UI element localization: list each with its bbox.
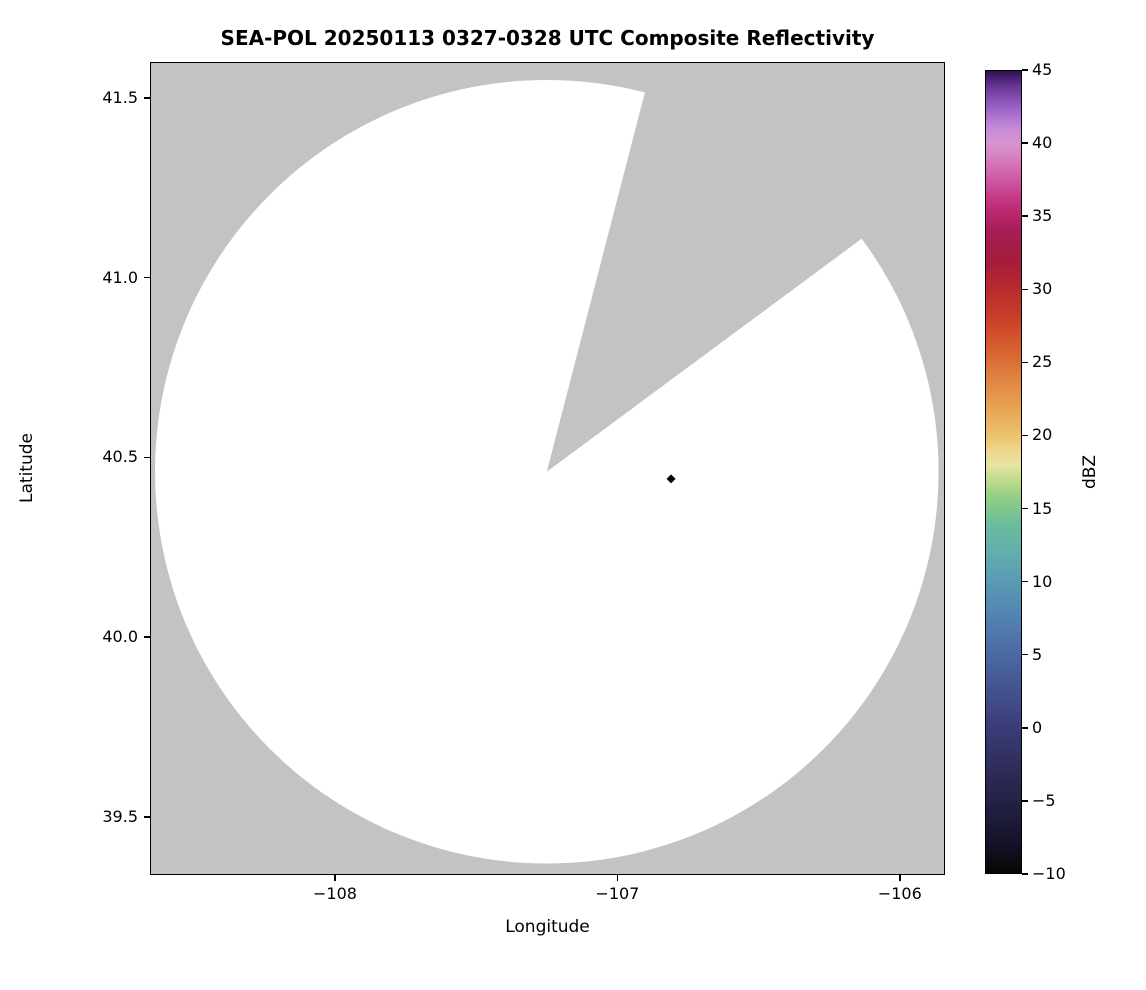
chart-title: SEA-POL 20250113 0327-0328 UTC Composite… [220,26,875,50]
y-tick-mark [144,816,150,818]
colorbar-tick-label: 30 [1032,279,1053,299]
x-tick-mark [899,875,901,881]
radar-coverage-map [150,62,945,875]
colorbar-tick-mark [1022,69,1028,71]
colorbar-tick-mark [1022,727,1028,729]
x-axis-label: Longitude [505,917,590,937]
colorbar-tick-label: 5 [1032,644,1043,664]
colorbar-tick-label: 15 [1032,498,1053,518]
colorbar-tick-mark [1022,215,1028,217]
colorbar-tick-label: 45 [1032,60,1053,79]
y-tick-label: 41.0 [102,267,138,287]
y-tick-label: 40.5 [102,447,138,467]
y-tick-mark [144,456,150,459]
colorbar-tick-mark [1022,142,1028,144]
colorbar-tick-mark [1022,653,1028,656]
colorbar-tick-mark [1022,800,1028,802]
y-tick-label: 40.0 [102,627,138,647]
y-tick-mark [144,276,150,279]
colorbar-tick-label: 20 [1032,425,1053,445]
colorbar-tick-mark [1022,873,1028,875]
colorbar-tick-mark [1022,361,1028,364]
colorbar-tick-mark [1022,507,1028,510]
colorbar-tick-label: 35 [1032,206,1053,226]
x-tick-label: −108 [312,884,357,903]
colorbar-tick-label: −10 [1032,864,1066,883]
colorbar-label: dBZ [1080,454,1100,490]
y-tick-mark [144,97,150,99]
x-tick-label: −107 [595,884,640,903]
colorbar-tick-label: 25 [1032,352,1053,372]
y-axis-label: Latitude [17,433,37,503]
x-tick-label: −106 [877,884,922,903]
colorbar-tick-mark [1022,288,1028,291]
colorbar-tick-mark [1022,434,1028,437]
x-tick-mark [616,875,619,881]
y-tick-label: 39.5 [102,806,138,826]
x-tick-mark [334,875,336,881]
map-marker-diamond [666,474,676,484]
y-tick-mark [144,636,150,638]
colorbar-tick-label: 40 [1032,133,1053,153]
colorbar [985,70,1022,874]
colorbar-tick-mark [1022,580,1028,583]
colorbar-tick-label: −5 [1032,790,1056,810]
colorbar-tick-label: 0 [1032,717,1043,737]
y-tick-label: 41.5 [102,87,138,107]
missing-data-sector [546,62,945,472]
colorbar-tick-label: 10 [1032,571,1053,591]
